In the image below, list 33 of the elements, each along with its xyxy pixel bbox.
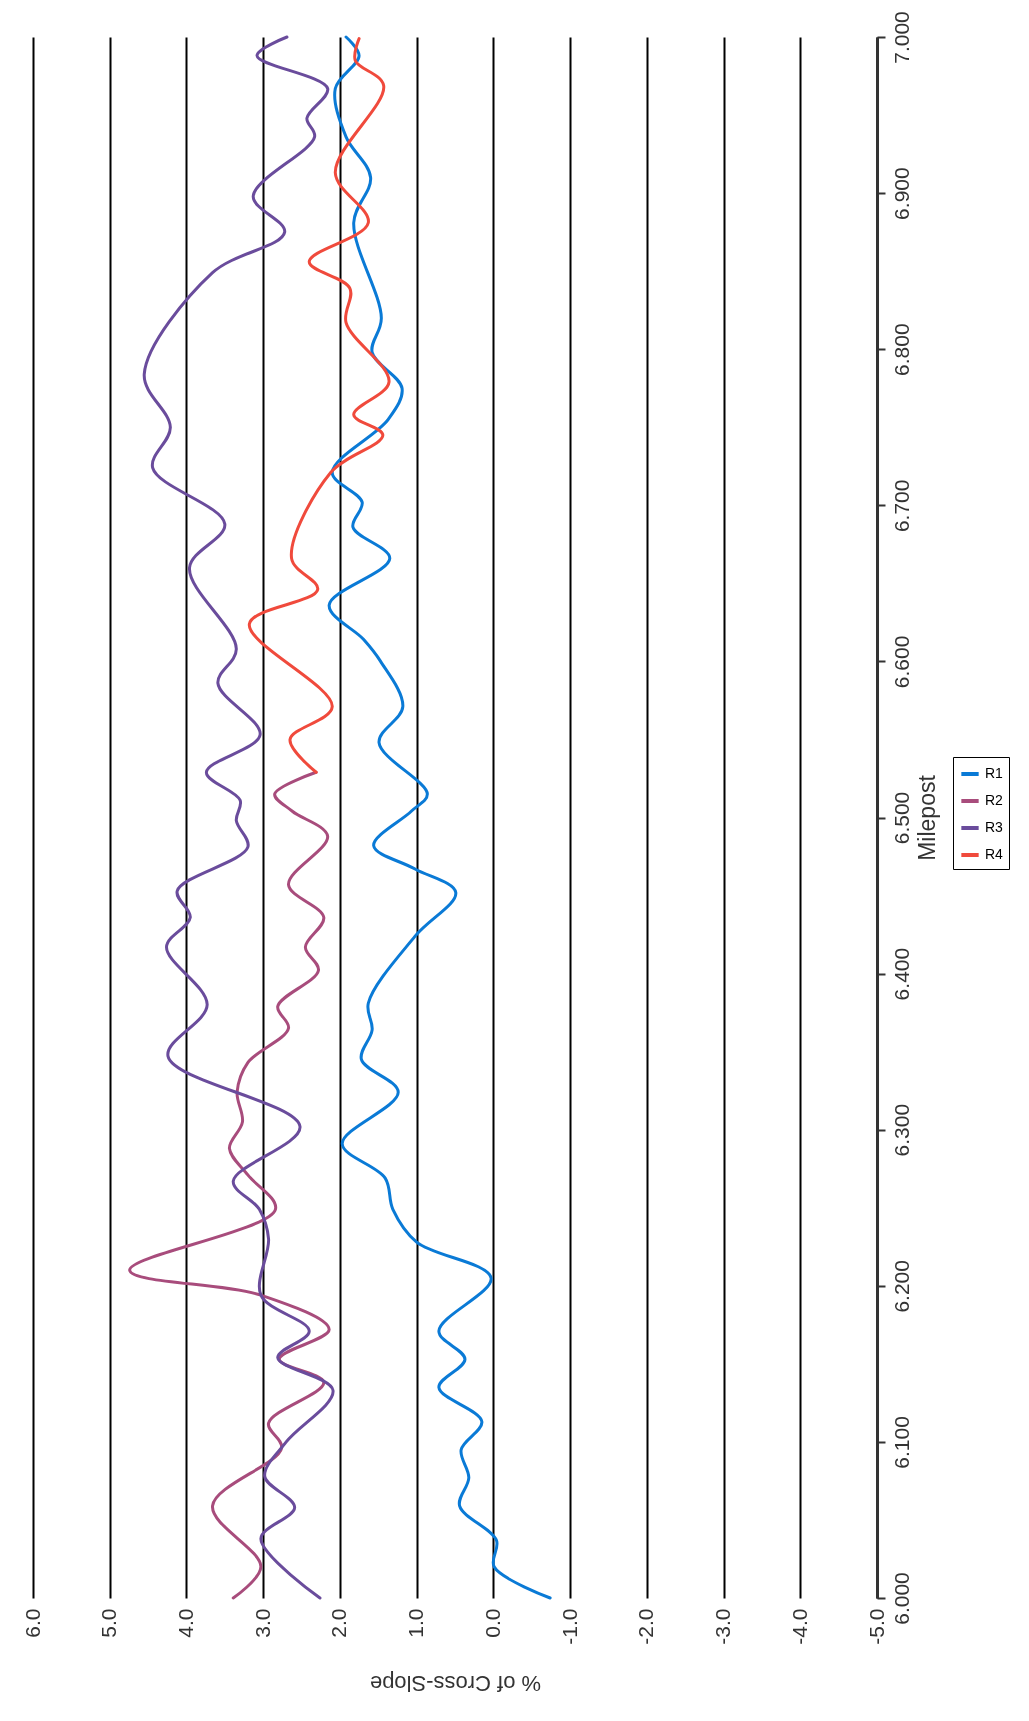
x-tick-label: 4.0 xyxy=(173,1608,197,1638)
x-tick-label: 2.0 xyxy=(327,1608,351,1638)
x-axis-title: % of Cross-Slope xyxy=(369,1670,542,1696)
line-series xyxy=(128,770,331,1600)
x-tick-label: -2.0 xyxy=(634,1608,658,1645)
x-tick-label: 3.0 xyxy=(250,1608,274,1638)
y-tick-label: 6.700 xyxy=(889,479,913,533)
y-tick-label: 6.500 xyxy=(889,791,913,845)
y-tick-label: 6.900 xyxy=(889,167,913,220)
x-tick-label: -3.0 xyxy=(711,1608,735,1645)
line-series xyxy=(142,35,335,1600)
legend-label: R1 xyxy=(985,765,1004,781)
y-tick-label: 6.800 xyxy=(889,323,913,376)
x-tick-label: 0.0 xyxy=(480,1608,504,1638)
legend-label: R3 xyxy=(985,819,1004,835)
y-tick-label: 6.600 xyxy=(889,635,913,689)
y-tick-label: 7.000 xyxy=(889,11,913,64)
x-tick-label: -4.0 xyxy=(787,1608,811,1645)
x-tick-label: -5.0 xyxy=(864,1608,888,1645)
y-tick-label: 6.400 xyxy=(889,947,913,1001)
x-tick-label: 1.0 xyxy=(404,1608,428,1638)
line-series xyxy=(327,35,552,1600)
line-series xyxy=(247,37,391,774)
x-tick-label: 5.0 xyxy=(97,1608,121,1638)
y-tick-label: 6.200 xyxy=(889,1260,913,1313)
legend-label: R2 xyxy=(985,792,1004,808)
x-tick-label: 6.0 xyxy=(20,1608,44,1638)
y-axis-title: Milepost xyxy=(913,774,940,861)
y-tick-label: 6.300 xyxy=(889,1103,913,1157)
x-tick-label: -1.0 xyxy=(557,1608,581,1645)
legend-label: R4 xyxy=(985,846,1004,862)
y-tick-label: 6.100 xyxy=(889,1416,913,1469)
y-tick-label: 6.000 xyxy=(889,1572,913,1625)
